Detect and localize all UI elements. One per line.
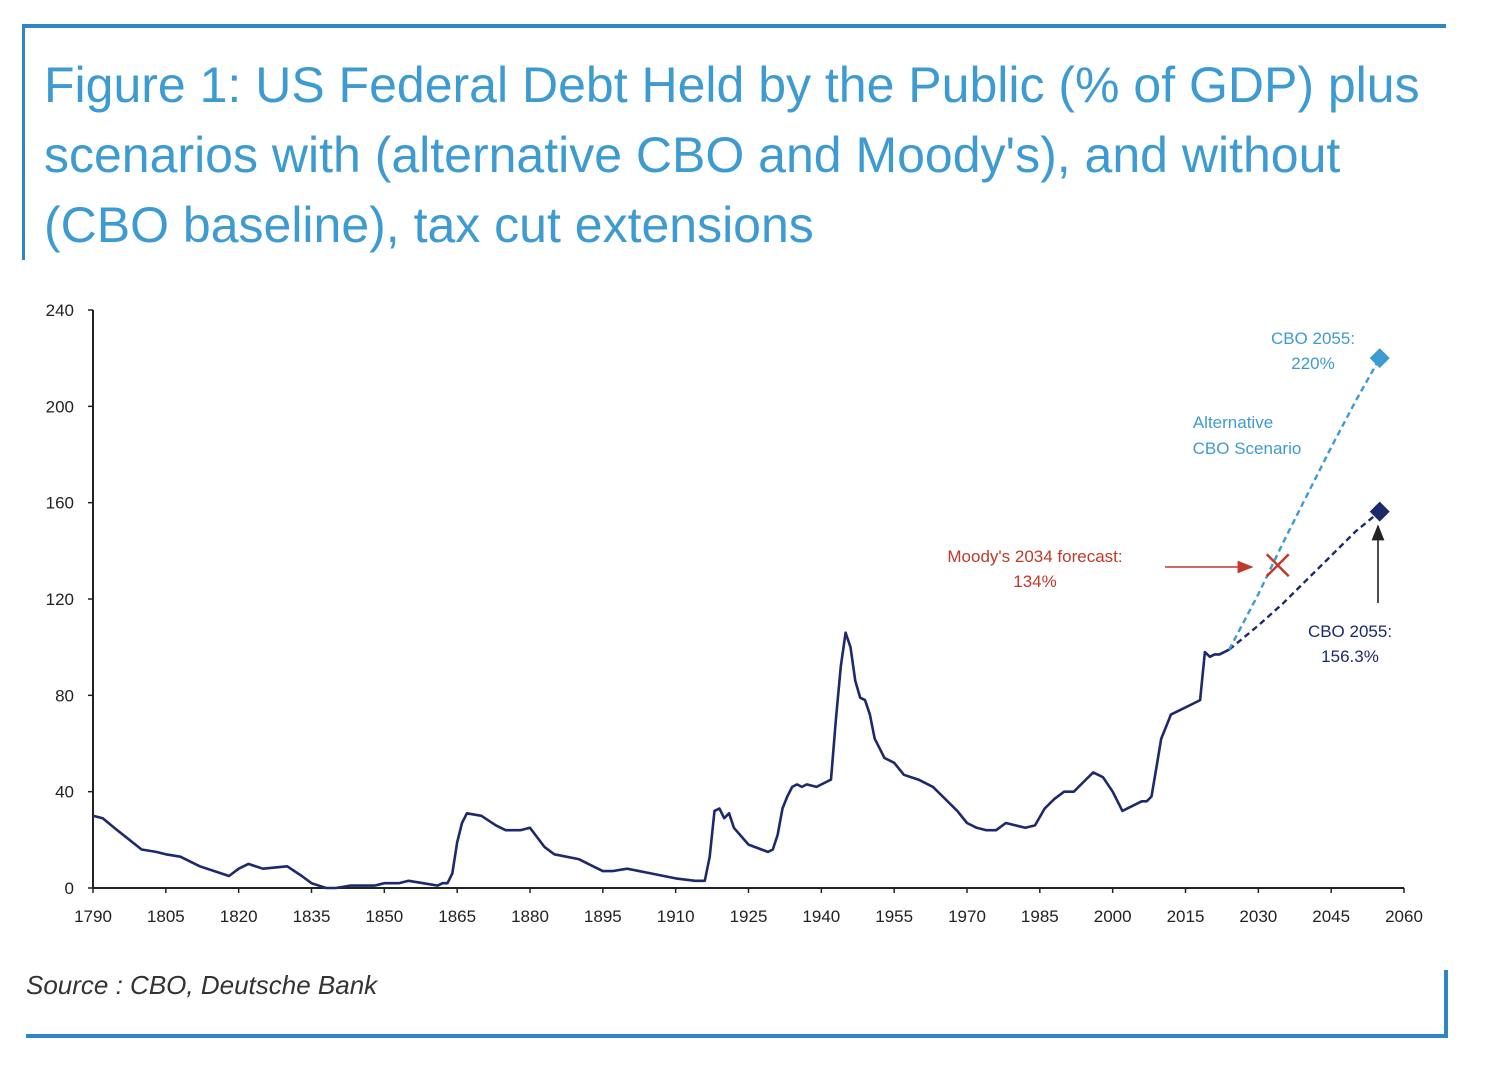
frame-bottom-rule [26,1034,1448,1038]
x-tick-label: 2030 [1239,907,1277,926]
frame-top-rule [22,24,1446,28]
marker-alt-2055 [1369,348,1390,369]
y-tick-label: 0 [65,879,74,898]
annotations: CBO 2055: 220% Alternative CBO Scenario … [947,329,1392,666]
markers [1265,348,1390,578]
y-tick-label: 160 [46,494,74,513]
source-note: Source : CBO, Deutsche Bank [26,970,378,1000]
y-tick-label: 120 [46,590,74,609]
x-tick-label: 1790 [74,907,112,926]
y-tick-label: 80 [55,686,74,705]
cbo-2055-label-line2: 156.3% [1321,647,1379,666]
x-tick-label: 1940 [802,907,840,926]
x-tick-label: 1850 [365,907,403,926]
axes [92,310,1404,889]
x-tick-label: 1820 [220,907,258,926]
chart-title: Figure 1: US Federal Debt Held by the Pu… [44,57,1420,253]
alt-2055-label-line1: CBO 2055: [1271,329,1355,348]
x-tick-label: 1880 [511,907,549,926]
frame-right-rule [1444,970,1448,1038]
series-line-alternative [1228,357,1381,651]
x-tick-label: 1925 [730,907,768,926]
x-tick-label: 1805 [147,907,185,926]
moodys-label-line2: 134% [1013,572,1056,591]
moodys-label-line1: Moody's 2034 forecast: [947,547,1122,566]
frame-left-rule [22,24,25,260]
y-tick-label: 240 [46,301,74,320]
x-tick-label: 1910 [657,907,695,926]
series-line-history [92,631,1230,890]
marker-cbo-2055 [1369,501,1390,522]
x-tick-label: 1835 [293,907,331,926]
series-line-cbo-baseline [1228,510,1381,651]
y-ticks: 0 40 80 120 160 200 240 [46,301,93,898]
x-tick-label: 1970 [948,907,986,926]
x-tick-label: 1865 [438,907,476,926]
x-tick-label: 2015 [1167,907,1205,926]
marker-moodys-2034 [1265,553,1290,578]
x-tick-label: 2000 [1094,907,1132,926]
x-tick-label: 2060 [1385,907,1423,926]
cbo-2055-label-line1: CBO 2055: [1308,622,1392,641]
alternative-scenario-label-line1: Alternative [1193,413,1273,432]
x-tick-label: 2045 [1312,907,1350,926]
x-ticks: 1790 1805 1820 1835 1850 1865 1880 1895 1910 1925… [74,888,1423,926]
x-tick-label: 1955 [875,907,913,926]
y-tick-label: 40 [55,783,74,802]
y-tick-label: 200 [46,397,74,416]
x-tick-label: 1895 [584,907,622,926]
alternative-scenario-label-line2: CBO Scenario [1193,439,1302,458]
x-tick-label: 1985 [1021,907,1059,926]
alt-2055-label-line2: 220% [1291,354,1334,373]
series-lines [92,357,1381,890]
